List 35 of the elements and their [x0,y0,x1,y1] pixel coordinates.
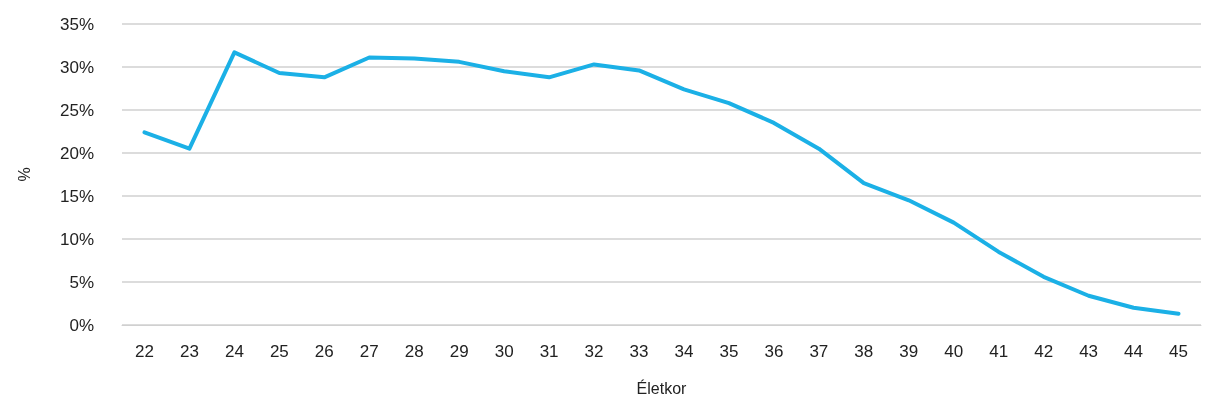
y-tick-label: 25% [59,100,94,120]
x-tick-label: 36 [764,342,784,361]
x-tick-label: 22 [135,342,154,361]
x-tick-label: 31 [539,342,559,361]
x-tick-label: 30 [494,342,514,361]
y-tick-label: 30% [59,57,94,77]
x-tick-label: 35 [719,342,739,361]
y-tick-label: 35% [59,14,94,34]
x-tick-label: 42 [1034,342,1054,361]
x-tick-label: 37 [809,342,829,361]
x-axis-title: Életkor [636,378,688,397]
x-tick-label: 32 [584,342,604,361]
x-tick-label: 24 [224,342,244,361]
line-series [142,50,1181,316]
y-axis-title: % [15,167,33,182]
x-tick-label: 27 [359,342,379,361]
y-tick-label: 15% [59,186,94,206]
y-tick-label: 20% [59,143,94,163]
x-tick-label: 41 [989,342,1009,361]
y-tick-label: 10% [59,229,94,249]
y-tick-label: 5% [69,272,94,292]
x-tick-label: 44 [1124,342,1144,361]
y-tick-label: 0% [69,315,94,335]
x-tick-label: 28 [404,342,424,361]
x-tick-label: 40 [944,342,964,361]
x-tick-label: 26 [314,342,334,361]
x-tick-label: 29 [449,342,469,361]
x-tick-label: 45 [1169,342,1188,361]
x-tick-label: 23 [179,342,199,361]
x-tick-label: 43 [1079,342,1099,361]
x-tick-label: 25 [269,342,289,361]
x-tick-label: 39 [899,342,919,361]
x-tick-label: 34 [674,342,694,361]
x-tick-label: 38 [854,342,874,361]
x-tick-label: 33 [629,342,649,361]
